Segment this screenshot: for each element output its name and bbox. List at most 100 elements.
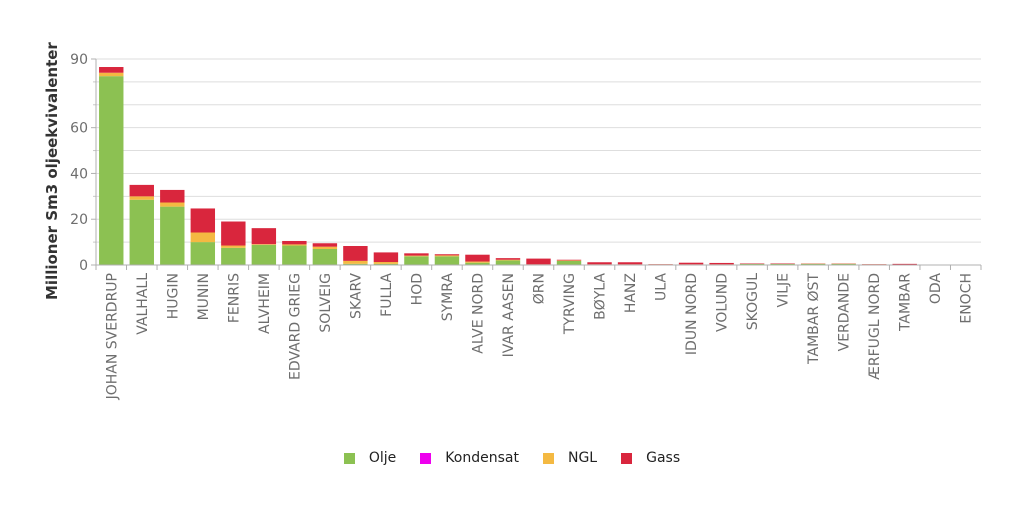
category-label: HUGIN xyxy=(165,273,181,319)
bar-ngl[interactable] xyxy=(495,259,521,261)
bar-gass[interactable] xyxy=(251,228,277,245)
category-label: FULLA xyxy=(379,273,395,317)
bar-olje[interactable] xyxy=(160,206,185,265)
bar-ngl[interactable] xyxy=(190,232,216,243)
bar-gass[interactable] xyxy=(556,259,582,261)
bar-ngl[interactable] xyxy=(129,196,154,200)
bar-ngl[interactable] xyxy=(373,262,399,264)
y-tick-label: 40 xyxy=(70,166,88,182)
bar-olje[interactable] xyxy=(739,263,765,265)
bar-olje[interactable] xyxy=(404,256,429,265)
bar-gass[interactable] xyxy=(282,240,307,245)
bar-olje[interactable] xyxy=(373,263,399,265)
bar-gass[interactable] xyxy=(892,263,917,265)
grid-lines xyxy=(96,58,981,243)
bar-ngl[interactable] xyxy=(434,255,460,257)
category-label: ENOCH xyxy=(959,273,975,324)
bar-olje[interactable] xyxy=(129,199,154,265)
bar-olje[interactable] xyxy=(251,244,277,265)
category-label: VOLUND xyxy=(715,273,731,332)
bar-olje[interactable] xyxy=(221,247,246,265)
bar-gass[interactable] xyxy=(465,254,490,262)
bar-olje[interactable] xyxy=(800,263,826,265)
axes: 0 20 40 60 90 xyxy=(70,52,982,274)
bar-ngl[interactable] xyxy=(251,244,277,245)
bar-gass[interactable] xyxy=(495,258,521,260)
legend-swatch-ngl xyxy=(542,452,554,464)
bar-gass[interactable] xyxy=(617,262,643,265)
bar-olje[interactable] xyxy=(312,248,338,265)
bar-gass[interactable] xyxy=(99,67,124,73)
category-label: VALHALL xyxy=(135,273,151,335)
category-label: HOD xyxy=(409,273,425,305)
category-labels: JOHAN SVERDRUP VALHALL HUGIN MUNIN FENRIS ALV… xyxy=(104,273,974,401)
category-label: IDUN NORD xyxy=(684,273,700,355)
category-label: SKOGUL xyxy=(745,273,761,330)
legend-swatch-kondensat xyxy=(420,452,432,464)
bar-ngl[interactable] xyxy=(312,246,338,249)
bar-olje[interactable] xyxy=(190,242,216,265)
legend-item-gass[interactable]: Gass xyxy=(621,450,680,466)
category-label: VERDANDE xyxy=(837,273,853,351)
category-label: SKARV xyxy=(348,273,364,319)
legend-item-kondensat[interactable]: Kondensat xyxy=(420,450,519,466)
category-label: BØYLA xyxy=(593,273,609,320)
bar-ngl[interactable] xyxy=(404,255,429,257)
y-tick-label: 90 xyxy=(70,52,88,68)
legend-label-gass: Gass xyxy=(646,450,681,466)
y-tick-label: 0 xyxy=(79,258,88,274)
bar-ngl[interactable] xyxy=(160,202,185,207)
legend-swatch-olje xyxy=(343,452,355,464)
bar-gass[interactable] xyxy=(526,258,551,265)
bar-gass[interactable] xyxy=(190,208,216,233)
bar-ngl[interactable] xyxy=(343,260,368,264)
bar-gass[interactable] xyxy=(404,253,429,256)
y-tick-label: 20 xyxy=(70,212,88,228)
category-label: TYRVING xyxy=(562,273,578,335)
bar-ngl[interactable] xyxy=(465,261,490,263)
category-label: VILJE xyxy=(776,273,792,307)
bar-olje[interactable] xyxy=(770,263,795,265)
bar-ngl[interactable] xyxy=(99,72,124,77)
category-label: ODA xyxy=(928,273,944,305)
legend-swatch-gass xyxy=(621,452,633,464)
bar-gass[interactable] xyxy=(129,184,154,197)
bar-gass[interactable] xyxy=(221,221,246,246)
legend-item-ngl[interactable]: NGL xyxy=(542,450,598,466)
bar-olje[interactable] xyxy=(434,256,460,265)
bar-gass[interactable] xyxy=(678,262,704,265)
category-label: FENRIS xyxy=(226,273,242,323)
category-label: MUNIN xyxy=(196,273,212,320)
bar-gass[interactable] xyxy=(373,252,399,263)
category-label: IVAR AASEN xyxy=(501,273,517,357)
category-label: TAMBAR ØST xyxy=(806,273,822,365)
category-label: JOHAN SVERDRUP xyxy=(104,273,120,400)
bar-olje[interactable] xyxy=(282,245,307,265)
bar-gass[interactable] xyxy=(587,262,612,265)
bar-olje[interactable] xyxy=(343,263,368,265)
category-label: HANZ xyxy=(623,273,639,313)
bar-gass[interactable] xyxy=(343,246,368,261)
category-label: ALVHEIM xyxy=(257,273,273,334)
bar-ngl[interactable] xyxy=(282,244,307,246)
legend-item-olje[interactable]: Olje xyxy=(343,450,396,466)
bar-olje[interactable] xyxy=(495,260,521,265)
y-tick-label: 60 xyxy=(70,121,88,137)
category-label: SYMRA xyxy=(440,273,456,322)
category-label: ÆRFUGL NORD xyxy=(867,273,883,380)
category-label: ALVE NORD xyxy=(470,273,486,354)
category-label: EDVARD GRIEG xyxy=(287,273,303,380)
bar-gass[interactable] xyxy=(312,243,338,247)
bar-ngl[interactable] xyxy=(221,245,246,248)
bar-olje[interactable] xyxy=(556,260,582,265)
y-axis-label: Millioner Sm3 oljeekvivalenter xyxy=(43,42,61,300)
bar-olje[interactable] xyxy=(99,76,124,266)
bar-gass[interactable] xyxy=(160,189,185,203)
legend: Olje Kondensat NGL Gass xyxy=(0,447,1024,469)
bar-olje[interactable] xyxy=(831,263,856,265)
bar-gass[interactable] xyxy=(709,262,734,265)
legend-label-ngl: NGL xyxy=(567,450,598,466)
bar-olje[interactable] xyxy=(465,262,490,265)
bars xyxy=(99,67,917,266)
bar-gass[interactable] xyxy=(434,254,460,256)
